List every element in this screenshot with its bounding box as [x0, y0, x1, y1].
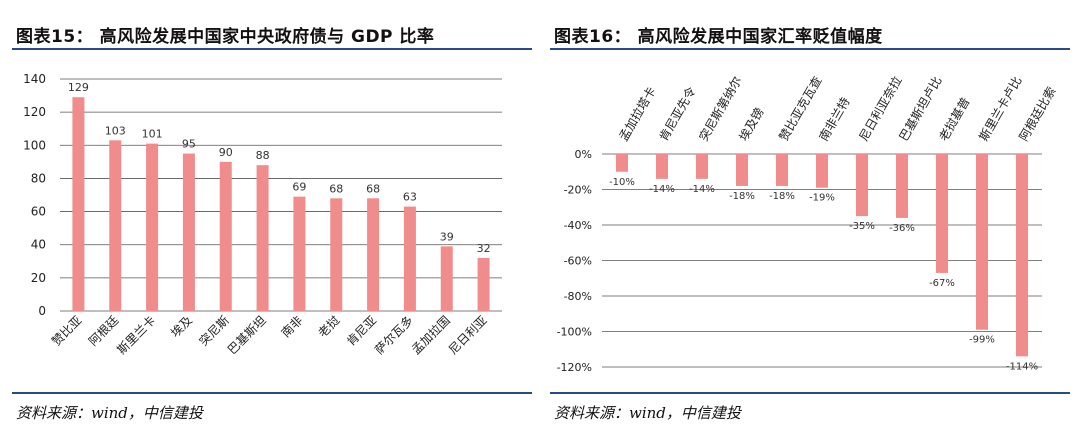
bar: [976, 154, 988, 330]
y-tick-label: -60%: [564, 255, 592, 268]
y-tick-label: 0%: [575, 148, 592, 161]
bar: [293, 196, 306, 311]
data-label: 39: [440, 230, 454, 243]
left-source-rule: [12, 392, 532, 394]
x-tick-label: 巴基斯坦: [225, 313, 269, 357]
data-label: 63: [403, 191, 417, 204]
bar: [477, 257, 490, 311]
data-label: -99%: [969, 335, 995, 346]
left-title-rule: [12, 48, 532, 50]
data-label: 101: [142, 128, 163, 141]
x-tick-label: 南非: [278, 313, 306, 341]
data-label: -67%: [929, 278, 955, 289]
x-tick-label: 埃及镑: [736, 105, 767, 144]
y-tick-label: 40: [31, 238, 46, 252]
left-panel: 图表15： 高风险发展中国家中央政府债与 GDP 比率 0 20 40 60 80 100…: [12, 0, 532, 438]
y-tick-label: 0: [38, 304, 46, 318]
bar: [256, 165, 269, 311]
x-tick-label: 肯尼亚: [344, 313, 379, 348]
right-source-rule: [550, 392, 1070, 394]
bar: [367, 198, 380, 311]
bar: [776, 154, 788, 186]
y-tick-label: 20: [31, 271, 46, 285]
y-tick-label: 140: [23, 72, 46, 86]
x-tick-label: 埃及: [168, 313, 195, 340]
data-label: -18%: [769, 191, 795, 202]
x-tick-label: 突尼斯: [196, 313, 232, 349]
data-label: 32: [477, 242, 491, 255]
left-source-note: 资料来源：wind，中信建投: [16, 404, 203, 422]
x-tick-label: 尼日利亚: [446, 313, 490, 357]
data-label: -18%: [729, 191, 755, 202]
data-label: 68: [329, 182, 343, 195]
x-tick-label: 巴基斯坦卢比: [896, 74, 945, 144]
bar: [219, 161, 232, 311]
x-tick-label: 孟加拉塔卡: [616, 84, 659, 143]
fx-depreciation-chart: 0% -20% -40% -60% -80% -100% -120% -10% 孟加拉塔卡 -14…: [557, 74, 1059, 374]
y-tick-label: 60: [31, 205, 46, 219]
x-tick-label: 突尼斯第纳尔: [696, 74, 745, 144]
bar: [896, 154, 908, 218]
x-tick-label: 孟加拉国: [408, 313, 453, 358]
y-tick-label: -100%: [557, 326, 592, 339]
data-label: -19%: [809, 193, 835, 204]
bar: [816, 154, 828, 188]
left-chart-title: 图表15： 高风险发展中国家中央政府债与 GDP 比率: [16, 27, 435, 47]
data-label: -35%: [849, 221, 875, 232]
bar: [109, 140, 122, 311]
bar: [72, 97, 85, 311]
data-label: 88: [256, 149, 270, 162]
right-title-rule: [550, 48, 1070, 50]
x-tick-label: 萨尔瓦多: [371, 313, 416, 358]
data-label: -114%: [1006, 361, 1038, 372]
debt-to-gdp-chart: 0 20 40 60 80 100 120 140 129 赞比亚 103 阿根廷 101 斯里兰卡 95 埃…: [23, 72, 502, 358]
x-tick-label: 斯里兰卡: [114, 313, 158, 357]
bar: [736, 154, 748, 186]
x-tick-label: 老挝基普: [936, 95, 972, 144]
x-tick-label: 老挝: [315, 313, 342, 340]
y-tick-label: 80: [31, 171, 46, 185]
data-label: -14%: [689, 184, 715, 195]
data-label: 95: [182, 138, 196, 151]
y-tick-label: -40%: [564, 219, 592, 232]
y-tick-label: 100: [23, 138, 46, 152]
data-label: 90: [219, 146, 233, 159]
data-label: 69: [292, 181, 306, 194]
bar: [616, 154, 628, 172]
x-tick-label: 阿根廷比索: [1016, 85, 1058, 144]
data-label: -14%: [649, 184, 675, 195]
data-label: 129: [68, 81, 89, 94]
x-tick-label: 斯里兰卡卢比: [976, 74, 1025, 144]
bar: [856, 154, 868, 217]
x-tick-label: 肯尼亚先令: [656, 84, 699, 143]
y-tick-label: -120%: [557, 361, 592, 374]
right-panel: 图表16： 高风险发展中国家汇率贬值幅度 0% -20% -40% -60% -80% -…: [550, 0, 1070, 438]
x-tick-label: 尼日利亚奈拉: [856, 74, 905, 144]
data-label: -10%: [609, 177, 635, 188]
x-tick-label: 赞比亚: [49, 313, 84, 348]
bar: [696, 154, 708, 179]
bar: [330, 198, 343, 311]
bar: [936, 154, 948, 273]
bar: [656, 154, 668, 179]
data-label: 103: [105, 124, 126, 137]
x-tick-label: 南非兰特: [816, 94, 853, 143]
bar: [403, 206, 416, 311]
data-label: -36%: [889, 223, 915, 234]
data-label: 68: [366, 182, 380, 195]
bar: [440, 246, 453, 311]
right-chart-title: 图表16： 高风险发展中国家汇率贬值幅度: [554, 27, 883, 47]
y-tick-label: -80%: [564, 290, 592, 303]
bar: [1016, 154, 1028, 357]
x-tick-label: 阿根廷: [86, 313, 121, 348]
y-tick-label: -20%: [564, 184, 592, 197]
bar: [146, 143, 159, 311]
right-source-note: 资料来源：wind，中信建投: [554, 404, 741, 422]
bar: [182, 153, 195, 311]
y-tick-label: 120: [23, 105, 46, 119]
